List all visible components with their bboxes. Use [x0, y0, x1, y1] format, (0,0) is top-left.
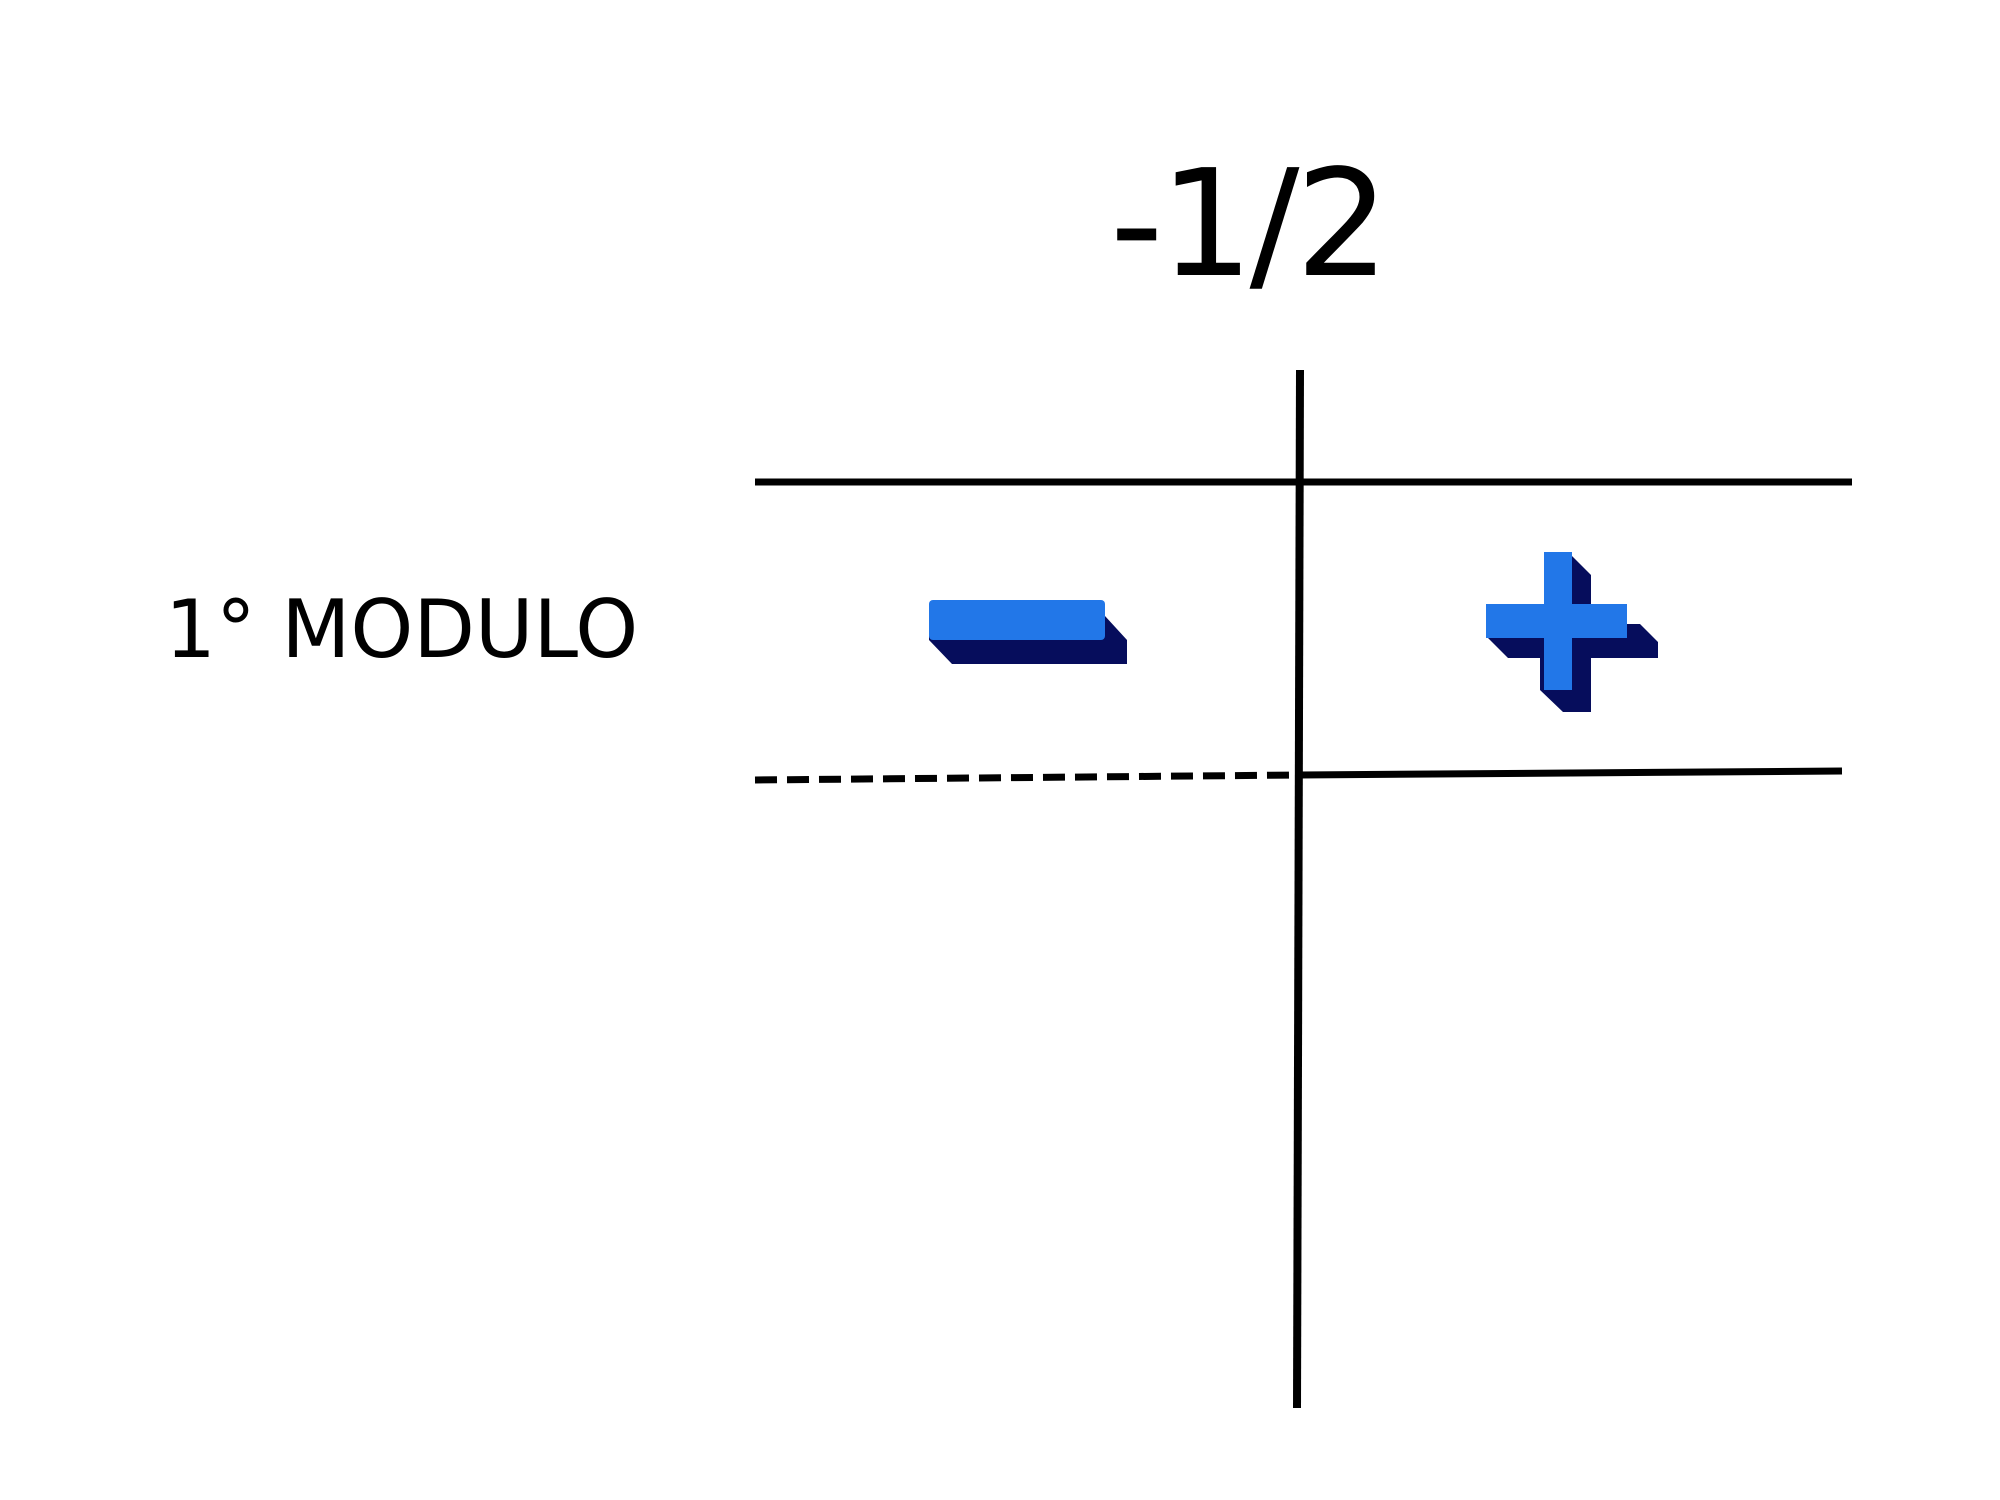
bottom-dashed-line — [754, 771, 1301, 784]
plus-icon — [1486, 552, 1658, 712]
row-label-modulo: 1° MODULO — [165, 583, 639, 676]
vertical-divider-line — [1293, 369, 1304, 1409]
minus-icon — [929, 600, 1127, 664]
critical-point-label: -1/2 — [1110, 138, 1390, 310]
bottom-solid-line — [1299, 767, 1843, 779]
